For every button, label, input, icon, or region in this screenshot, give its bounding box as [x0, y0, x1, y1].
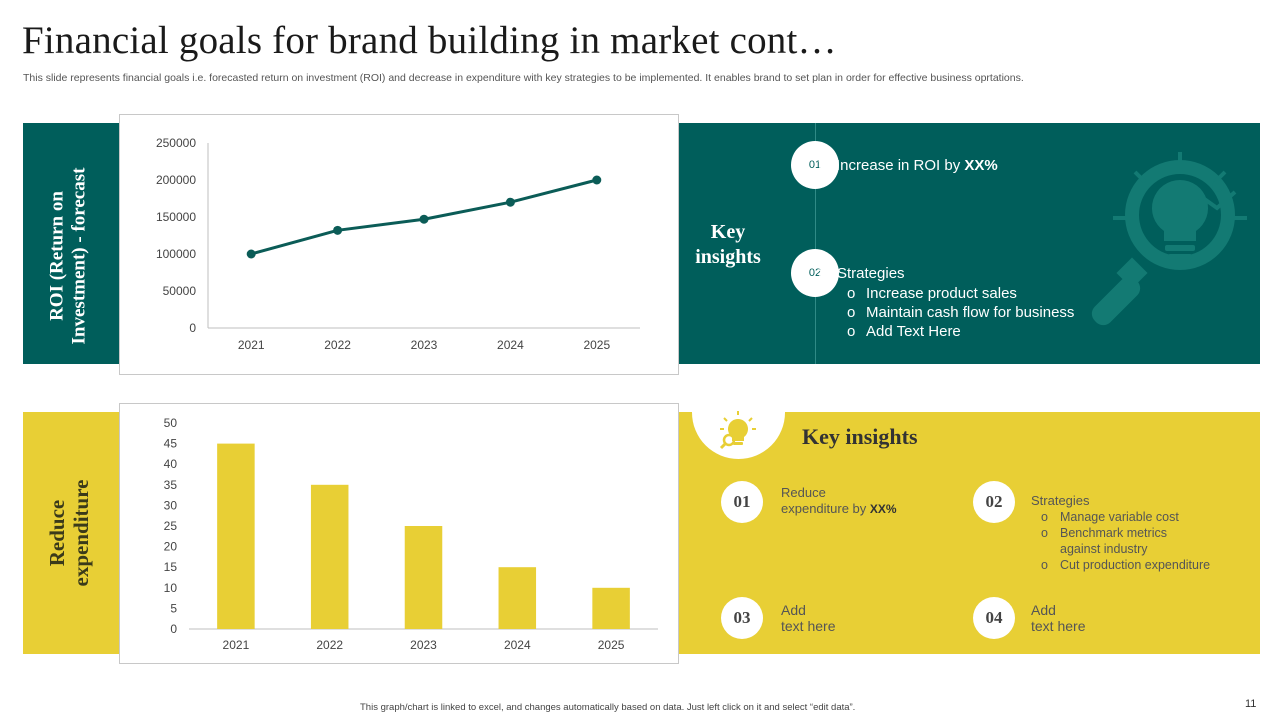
roi-section-label: ROI (Return on Investment) - forecast	[21, 136, 117, 377]
roi-strategies-list: Increase product sales Maintain cash flo…	[847, 284, 1074, 341]
bulb-magnifier-icon	[1091, 152, 1247, 326]
y-tick-label: 0	[170, 622, 177, 636]
y-tick-label: 30	[164, 498, 178, 512]
exp-insight-03-line2: text here	[781, 618, 836, 634]
exp-insight-01: Reduce expenditure by XX%	[781, 485, 961, 517]
exp-strategy-item: Benchmark metrics against industry	[1060, 526, 1167, 556]
exp-insight-03-line1: Add	[781, 602, 806, 618]
exp-insight-01-line1: Reduce	[781, 485, 826, 500]
x-tick-label: 2025	[583, 338, 610, 352]
y-tick-label: 150000	[156, 210, 196, 224]
exp-item-number-04: 04	[973, 597, 1015, 639]
page-subtitle: This slide represents financial goals i.…	[23, 72, 1024, 84]
exp-strategies-heading: Strategies	[1031, 493, 1090, 508]
roi-data-point	[246, 249, 256, 259]
x-tick-label: 2023	[411, 338, 438, 352]
y-tick-label: 40	[164, 457, 178, 471]
roi-item-number-02: 02	[791, 249, 839, 297]
roi-key-line1: Key	[710, 221, 746, 243]
page-title: Financial goals for brand building in ma…	[22, 19, 837, 62]
exp-insight-01-line2: expenditure by	[781, 501, 870, 516]
y-tick-label: 5	[170, 601, 177, 615]
x-tick-label: 2022	[316, 638, 343, 652]
roi-strategy-item: Add Text Here	[847, 322, 1074, 341]
exp-item-number-02: 02	[973, 481, 1015, 523]
y-tick-label: 10	[164, 581, 178, 595]
y-tick-label: 25	[164, 519, 178, 533]
y-tick-label: 15	[164, 560, 178, 574]
roi-data-point	[419, 214, 429, 224]
x-tick-label: 2021	[223, 638, 250, 652]
exp-insight-04-line1: Add	[1031, 602, 1056, 618]
roi-insight-01-value: XX%	[964, 157, 998, 174]
roi-data-point	[505, 197, 515, 207]
y-tick-label: 200000	[156, 173, 196, 187]
y-tick-label: 35	[164, 478, 178, 492]
expenditure-bar	[404, 526, 443, 629]
exp-strategy-item: Manage variable cost	[1060, 510, 1179, 524]
y-tick-label: 250000	[156, 136, 196, 150]
page-number: 11	[1245, 698, 1257, 710]
exp-item-number-01: 01	[721, 481, 763, 523]
x-tick-label: 2022	[324, 338, 351, 352]
exp-insight-04-line2: text here	[1031, 618, 1086, 634]
roi-insight-01-text: Increase in ROI by	[836, 157, 965, 174]
roi-label-line2: Investment) - forecast	[68, 167, 90, 345]
roi-strategies-heading: Strategies	[837, 265, 905, 282]
x-tick-label: 2024	[497, 338, 524, 352]
exp-label-line1: Reduce	[44, 499, 69, 567]
roi-divider	[815, 123, 816, 364]
y-tick-label: 50	[164, 416, 178, 430]
footer-note: This graph/chart is linked to excel, and…	[360, 702, 856, 713]
exp-key-insights-title: Key insights	[802, 424, 918, 449]
x-tick-label: 2021	[238, 338, 265, 352]
y-tick-label: 45	[164, 437, 178, 451]
y-tick-label: 0	[189, 321, 196, 335]
expenditure-section-label: Reduce expenditure	[21, 412, 117, 654]
roi-key-insights-title: Key insights	[684, 220, 772, 270]
exp-strategy-item: Cut production expenditure	[1060, 558, 1211, 572]
expenditure-bar	[498, 567, 537, 629]
exp-label-line2: expenditure	[69, 479, 93, 587]
roi-item-number-01: 01	[791, 141, 839, 189]
exp-item-number-03: 03	[721, 597, 763, 639]
roi-data-point	[333, 225, 343, 235]
exp-insight-04: Add text here	[1031, 602, 1181, 634]
roi-key-line2: insights	[695, 246, 761, 268]
roi-chart-svg: 0 50000 100000 150000 200000 250000 2021 2022 20…	[156, 136, 640, 352]
bulb-idea-icon	[719, 411, 756, 450]
expenditure-bar	[217, 443, 255, 629]
exp-strategies-list: Manage variable cost Benchmark metrics a…	[1041, 509, 1210, 573]
roi-insight-01: Increase in ROI by XX%	[836, 157, 998, 174]
y-tick-label: 20	[164, 540, 178, 554]
expenditure-bar	[310, 484, 349, 629]
y-tick-label: 50000	[163, 284, 197, 298]
x-tick-label: 2024	[504, 638, 531, 652]
exp-insight-03: Add text here	[781, 602, 931, 634]
roi-strategy-item: Maintain cash flow for business	[847, 303, 1074, 322]
expenditure-bar-chart[interactable]: 0 5 10 15 20 25 30 35 40 45 50 2021 2022 2023 2024 2025	[119, 403, 679, 664]
roi-line-chart[interactable]: 0 50000 100000 150000 200000 250000 2021 2022 20…	[119, 114, 679, 375]
x-tick-label: 2023	[410, 638, 437, 652]
roi-data-point	[592, 175, 602, 185]
exp-insight-01-value: XX%	[869, 502, 897, 516]
y-tick-label: 100000	[156, 247, 196, 261]
roi-label-line1: ROI (Return on	[46, 191, 68, 321]
x-tick-label: 2025	[598, 638, 625, 652]
expenditure-bar	[592, 587, 630, 629]
roi-strategy-item: Increase product sales	[847, 284, 1074, 303]
